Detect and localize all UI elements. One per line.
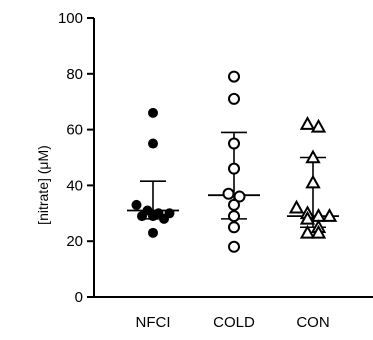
data-point [299, 210, 316, 225]
data-point [131, 199, 142, 210]
data-point [228, 221, 240, 234]
y-tick-label: 60 [66, 122, 83, 139]
data-point [321, 208, 338, 222]
data-point [299, 115, 316, 130]
data-point [148, 211, 158, 222]
data-point [148, 227, 158, 238]
data-point [228, 137, 240, 150]
data-point [310, 118, 327, 133]
y-tick-label: 100 [58, 10, 83, 27]
data-point [299, 224, 316, 239]
data-point [228, 240, 240, 253]
y-tick-label: 80 [66, 66, 83, 83]
x-category-label: COLD [213, 314, 255, 331]
data-point [288, 199, 305, 214]
data-point [233, 190, 246, 203]
data-point [148, 107, 158, 118]
data-point [310, 224, 327, 239]
data-point [228, 70, 240, 83]
y-tick-label: 20 [66, 233, 83, 250]
y-axis-label: [nitrate] (μM) [35, 145, 51, 225]
data-point [222, 187, 235, 200]
data-point [305, 149, 321, 164]
data-point [137, 211, 147, 222]
data-point [305, 174, 321, 189]
x-category-label: CON [296, 314, 329, 331]
y-tick-label: 40 [66, 177, 83, 194]
data-point [148, 138, 158, 149]
data-point [228, 92, 240, 105]
axis-layer: 0 20 40 60 80 100 NFCI COLD CON [58, 10, 373, 331]
y-tick-label: 0 [75, 289, 83, 306]
marks-layer [127, 70, 339, 253]
data-point [228, 210, 240, 223]
x-category-label: NFCI [136, 314, 171, 331]
data-point [159, 213, 169, 224]
data-point [228, 198, 240, 211]
data-point [228, 162, 240, 175]
